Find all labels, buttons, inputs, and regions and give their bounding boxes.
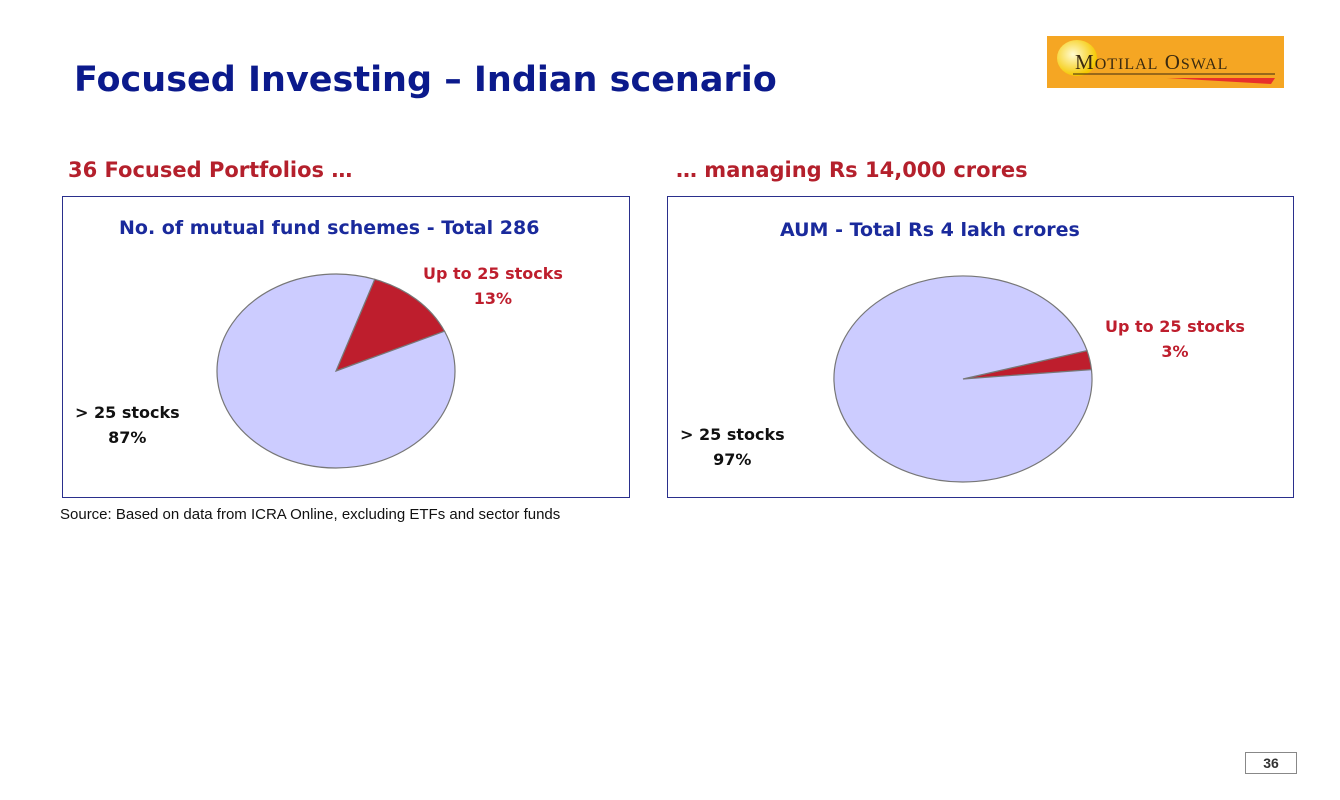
slice-label-large: > 25 stocks 97% xyxy=(680,425,785,469)
chart-schemes: No. of mutual fund schemes - Total 286 U… xyxy=(62,196,630,498)
motilal-oswal-logo: MOTILAL OSWAL xyxy=(1047,36,1284,88)
slice-label-small: Up to 25 stocks 3% xyxy=(1105,317,1245,361)
pie-chart-aum xyxy=(833,275,1093,483)
pie-slice-up-to-25-stocks xyxy=(334,278,446,373)
chart-title: No. of mutual fund schemes - Total 286 xyxy=(119,217,540,239)
chart-aum: AUM - Total Rs 4 lakh crores Up to 25 st… xyxy=(667,196,1294,498)
pie-slice-over-25-stocks xyxy=(833,275,1093,483)
page-number: 36 xyxy=(1245,752,1297,774)
svg-text:MOTILAL OSWAL: MOTILAL OSWAL xyxy=(1075,50,1228,74)
source-note: Source: Based on data from ICRA Online, … xyxy=(60,506,561,523)
page-title: Focused Investing – Indian scenario xyxy=(74,60,777,100)
pie-chart-schemes xyxy=(216,273,456,469)
slice-label-large: > 25 stocks 87% xyxy=(75,403,180,447)
chart-title: AUM - Total Rs 4 lakh crores xyxy=(780,219,1080,241)
left-subtitle: 36 Focused Portfolios … xyxy=(68,158,353,182)
slice-label-small: Up to 25 stocks 13% xyxy=(423,264,563,308)
pie-slice-over-25-stocks xyxy=(216,273,456,469)
right-subtitle: … managing Rs 14,000 crores xyxy=(676,158,1028,182)
